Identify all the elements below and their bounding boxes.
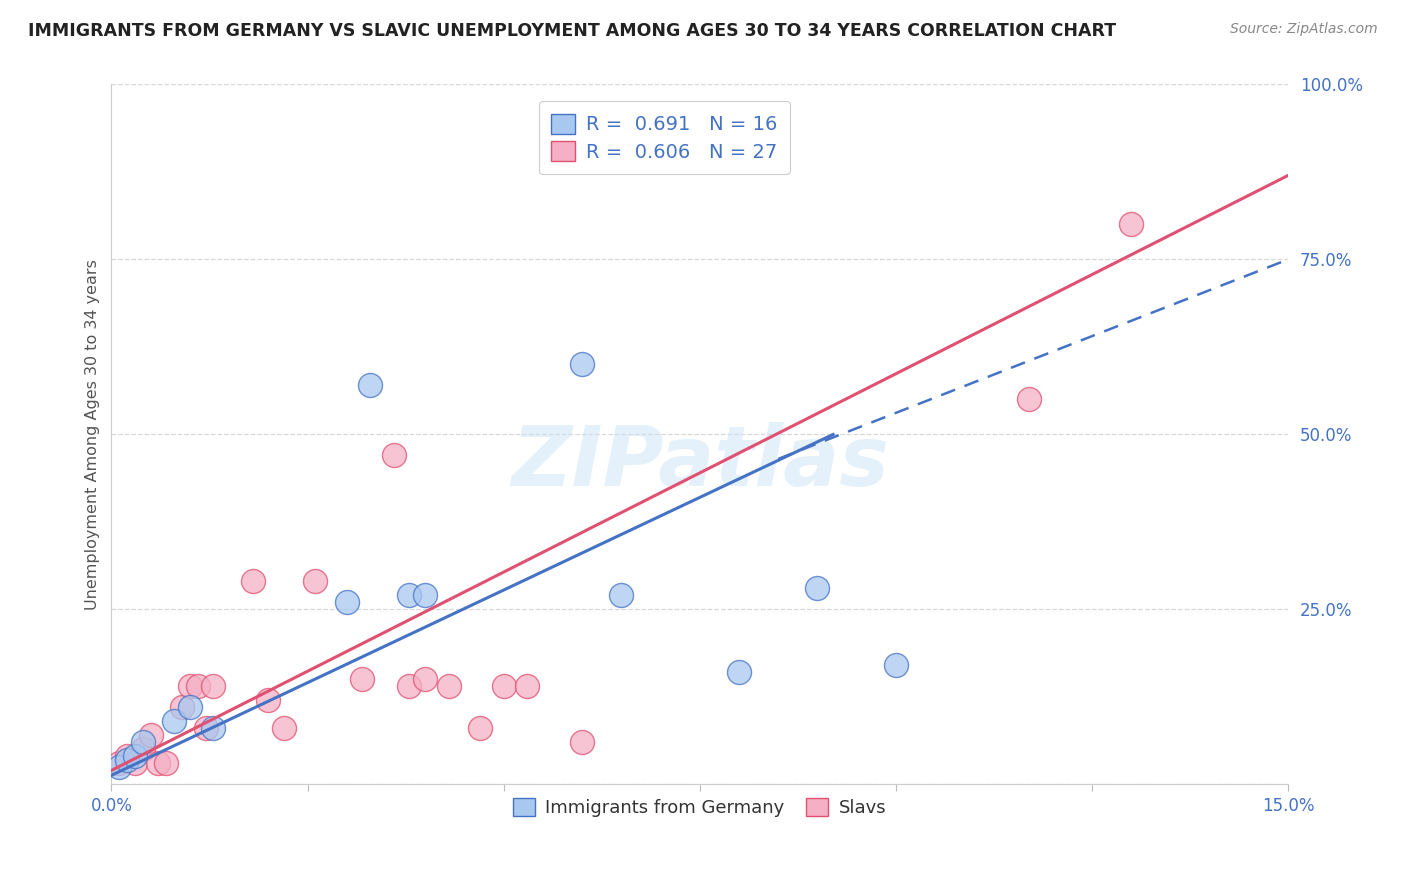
Point <box>492 680 515 694</box>
Point <box>359 378 381 392</box>
Point <box>413 673 436 687</box>
Point <box>468 722 491 736</box>
Point <box>115 753 138 767</box>
Point <box>194 722 217 736</box>
Point <box>516 680 538 694</box>
Point <box>884 658 907 673</box>
Point <box>413 589 436 603</box>
Point <box>382 449 405 463</box>
Point <box>398 589 420 603</box>
Text: ZIPatlas: ZIPatlas <box>510 422 889 503</box>
Point <box>610 589 633 603</box>
Point <box>806 582 828 596</box>
Legend: Immigrants from Germany, Slavs: Immigrants from Germany, Slavs <box>506 790 894 824</box>
Point <box>336 595 359 609</box>
Text: Source: ZipAtlas.com: Source: ZipAtlas.com <box>1230 22 1378 37</box>
Point <box>139 728 162 742</box>
Point <box>115 749 138 764</box>
Point <box>132 735 155 749</box>
Point <box>179 680 201 694</box>
Point <box>1018 392 1040 407</box>
Point <box>148 756 170 771</box>
Point <box>202 680 225 694</box>
Point <box>242 574 264 589</box>
Point <box>257 693 280 707</box>
Point <box>108 756 131 771</box>
Point <box>124 749 146 764</box>
Point <box>728 665 751 680</box>
Point <box>170 700 193 714</box>
Point <box>155 756 177 771</box>
Point <box>179 700 201 714</box>
Point <box>163 714 186 729</box>
Point <box>187 680 209 694</box>
Point <box>1121 218 1143 232</box>
Point <box>108 760 131 774</box>
Point <box>273 722 295 736</box>
Y-axis label: Unemployment Among Ages 30 to 34 years: Unemployment Among Ages 30 to 34 years <box>86 259 100 610</box>
Point <box>132 742 155 756</box>
Point <box>571 735 593 749</box>
Point <box>202 722 225 736</box>
Point <box>571 358 593 372</box>
Point <box>124 756 146 771</box>
Point <box>437 680 460 694</box>
Point <box>398 680 420 694</box>
Point <box>304 574 326 589</box>
Point <box>352 673 374 687</box>
Text: IMMIGRANTS FROM GERMANY VS SLAVIC UNEMPLOYMENT AMONG AGES 30 TO 34 YEARS CORRELA: IMMIGRANTS FROM GERMANY VS SLAVIC UNEMPL… <box>28 22 1116 40</box>
